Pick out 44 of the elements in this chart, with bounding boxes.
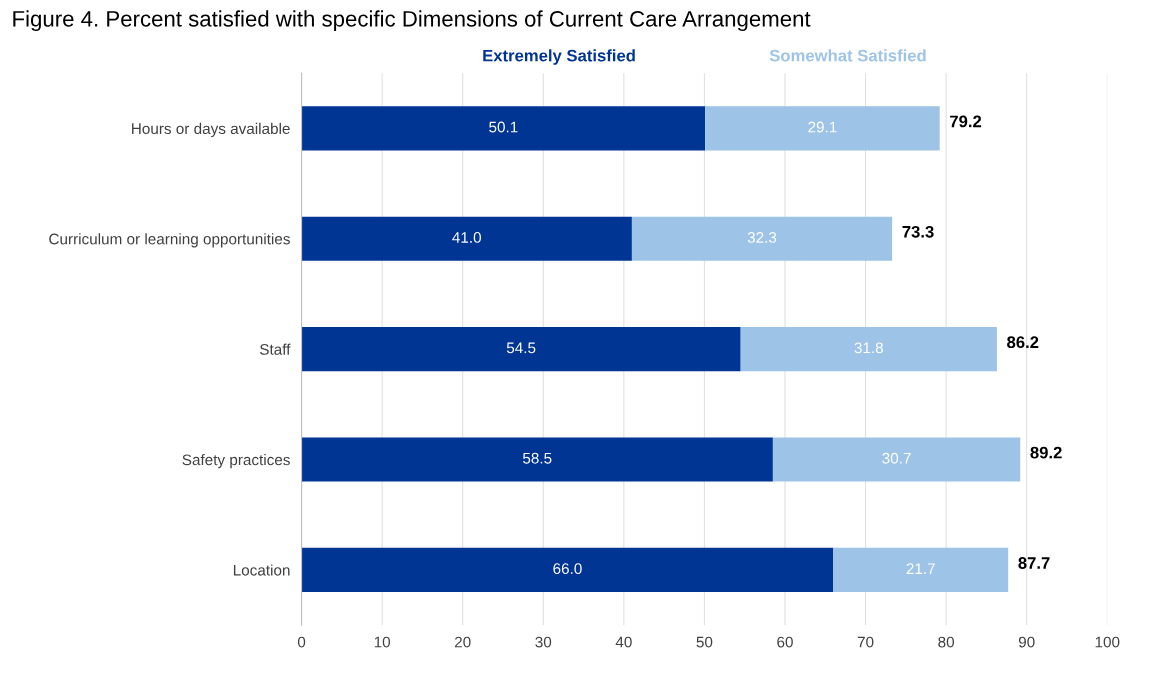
bar (631, 216, 893, 261)
bar (301, 327, 741, 372)
bar (301, 437, 773, 482)
x-tick-label: 100 (1095, 636, 1120, 648)
x-tick-label: 30 (535, 636, 552, 648)
x-tick-label: 20 (454, 636, 471, 648)
data-label: 21.7 (906, 563, 935, 574)
x-tick-label: 50 (696, 636, 713, 648)
text: Somewhat Satisfied (769, 49, 926, 62)
y-tick-label: Hours or days available (132, 122, 290, 138)
data-label: 50.1 (489, 121, 518, 133)
bar (705, 106, 940, 151)
y-tick-label: Curriculum or learning opportunities (49, 233, 290, 248)
text: Extremely Satisfied (483, 49, 635, 65)
data-label: 54.5 (506, 342, 536, 354)
total-label: 79.2 (950, 115, 982, 128)
data-label: 32.3 (747, 232, 777, 243)
data-label: 58.5 (522, 452, 552, 464)
y-tick-label: Safety practices (182, 454, 290, 469)
data-label: 30.7 (882, 452, 911, 464)
bar (301, 216, 632, 261)
x-tick-label: 40 (615, 636, 632, 648)
y-tick-label: Staff (259, 343, 291, 355)
data-label: 41.0 (452, 232, 481, 243)
x-tick-label: 0 (297, 636, 306, 648)
data-label: 66.0 (553, 563, 582, 575)
data-label: 29.1 (808, 121, 837, 133)
y-tick-label: Location (233, 564, 290, 576)
bar (772, 437, 1021, 482)
x-tick-label: 70 (857, 636, 874, 648)
x-tick-label: 60 (777, 636, 793, 648)
total-label: 89.2 (1030, 446, 1062, 459)
bar (740, 327, 997, 372)
x-tick-label: 90 (1018, 636, 1035, 648)
bar (833, 547, 1009, 593)
x-tick-label: 80 (938, 636, 955, 648)
bar (301, 547, 834, 593)
data-label: 31.8 (854, 342, 883, 354)
x-tick-label: 10 (374, 636, 391, 648)
total-label: 86.2 (1007, 336, 1039, 349)
total-label: 87.7 (1018, 557, 1050, 569)
bar (301, 106, 706, 151)
chart-title: Figure 4. Percent satisfied with specific Dimensions of Current Care Arrangement (13, 10, 811, 32)
total-label: 73.3 (902, 225, 934, 238)
